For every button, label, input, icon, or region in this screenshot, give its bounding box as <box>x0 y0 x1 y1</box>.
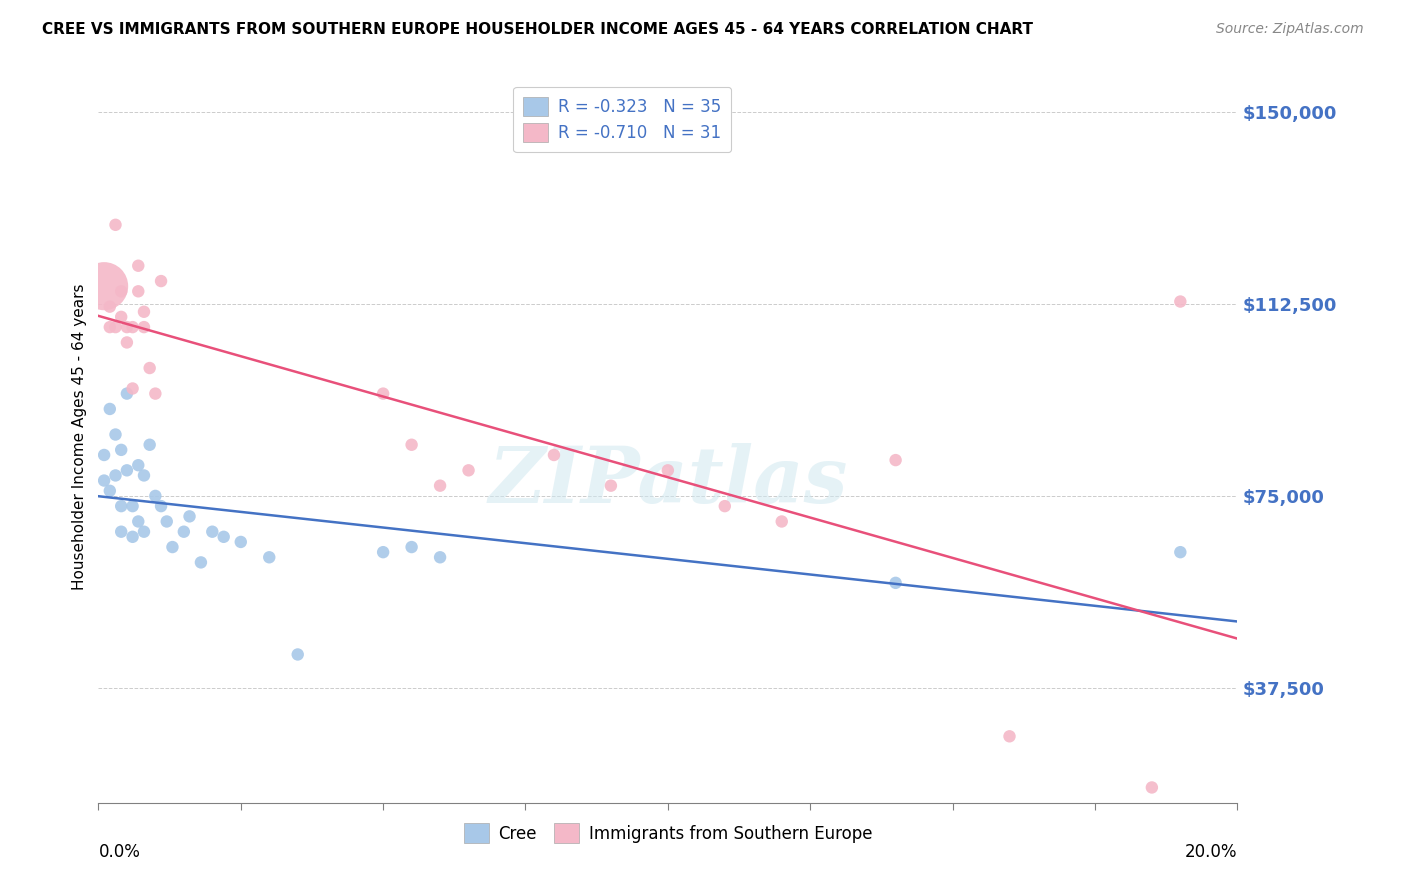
Point <box>98 320 121 334</box>
Point <box>401 540 423 554</box>
Point <box>150 274 173 288</box>
Point <box>115 335 138 350</box>
Point <box>132 305 155 319</box>
Point <box>770 515 793 529</box>
Point <box>600 478 623 492</box>
Point <box>98 300 121 314</box>
Point <box>998 729 1021 743</box>
Point <box>229 535 252 549</box>
Point <box>127 515 149 529</box>
Point <box>156 515 179 529</box>
Point <box>259 550 281 565</box>
Point <box>127 285 149 299</box>
Point <box>1140 780 1163 795</box>
Point <box>121 320 143 334</box>
Point <box>110 442 132 457</box>
Point <box>115 463 138 477</box>
Point <box>104 468 127 483</box>
Point <box>1170 294 1192 309</box>
Point <box>429 478 451 492</box>
Point <box>145 386 167 401</box>
Text: Source: ZipAtlas.com: Source: ZipAtlas.com <box>1216 22 1364 37</box>
Point <box>121 382 143 396</box>
Text: 20.0%: 20.0% <box>1185 843 1237 861</box>
Point <box>93 474 115 488</box>
Point <box>93 279 115 293</box>
Point <box>104 218 127 232</box>
Legend: Cree, Immigrants from Southern Europe: Cree, Immigrants from Southern Europe <box>457 817 879 849</box>
Text: CREE VS IMMIGRANTS FROM SOUTHERN EUROPE HOUSEHOLDER INCOME AGES 45 - 64 YEARS CO: CREE VS IMMIGRANTS FROM SOUTHERN EUROPE … <box>42 22 1033 37</box>
Point <box>145 489 167 503</box>
Point <box>179 509 201 524</box>
Point <box>132 468 155 483</box>
Point <box>132 524 155 539</box>
Y-axis label: Householder Income Ages 45 - 64 years: Householder Income Ages 45 - 64 years <box>72 284 87 591</box>
Point <box>884 453 907 467</box>
Point <box>104 320 127 334</box>
Point <box>121 499 143 513</box>
Point <box>127 458 149 473</box>
Point <box>401 438 423 452</box>
Point <box>104 427 127 442</box>
Point <box>127 259 149 273</box>
Point <box>138 438 160 452</box>
Point <box>93 448 115 462</box>
Text: 0.0%: 0.0% <box>98 843 141 861</box>
Point <box>373 386 395 401</box>
Point <box>190 555 212 569</box>
Point <box>457 463 479 477</box>
Point <box>115 320 138 334</box>
Point <box>201 524 224 539</box>
Point <box>287 648 309 662</box>
Point <box>429 550 451 565</box>
Point <box>212 530 235 544</box>
Point <box>884 575 907 590</box>
Point <box>115 386 138 401</box>
Point <box>110 524 132 539</box>
Point <box>110 499 132 513</box>
Point <box>132 320 155 334</box>
Point <box>162 540 184 554</box>
Point <box>173 524 195 539</box>
Point <box>110 310 132 324</box>
Point <box>373 545 395 559</box>
Point <box>138 361 160 376</box>
Point <box>657 463 679 477</box>
Point <box>714 499 737 513</box>
Point <box>543 448 565 462</box>
Point <box>150 499 173 513</box>
Point <box>110 285 132 299</box>
Text: ZIPatlas: ZIPatlas <box>488 442 848 519</box>
Point <box>98 483 121 498</box>
Point <box>98 401 121 416</box>
Point <box>1170 545 1192 559</box>
Point <box>121 530 143 544</box>
